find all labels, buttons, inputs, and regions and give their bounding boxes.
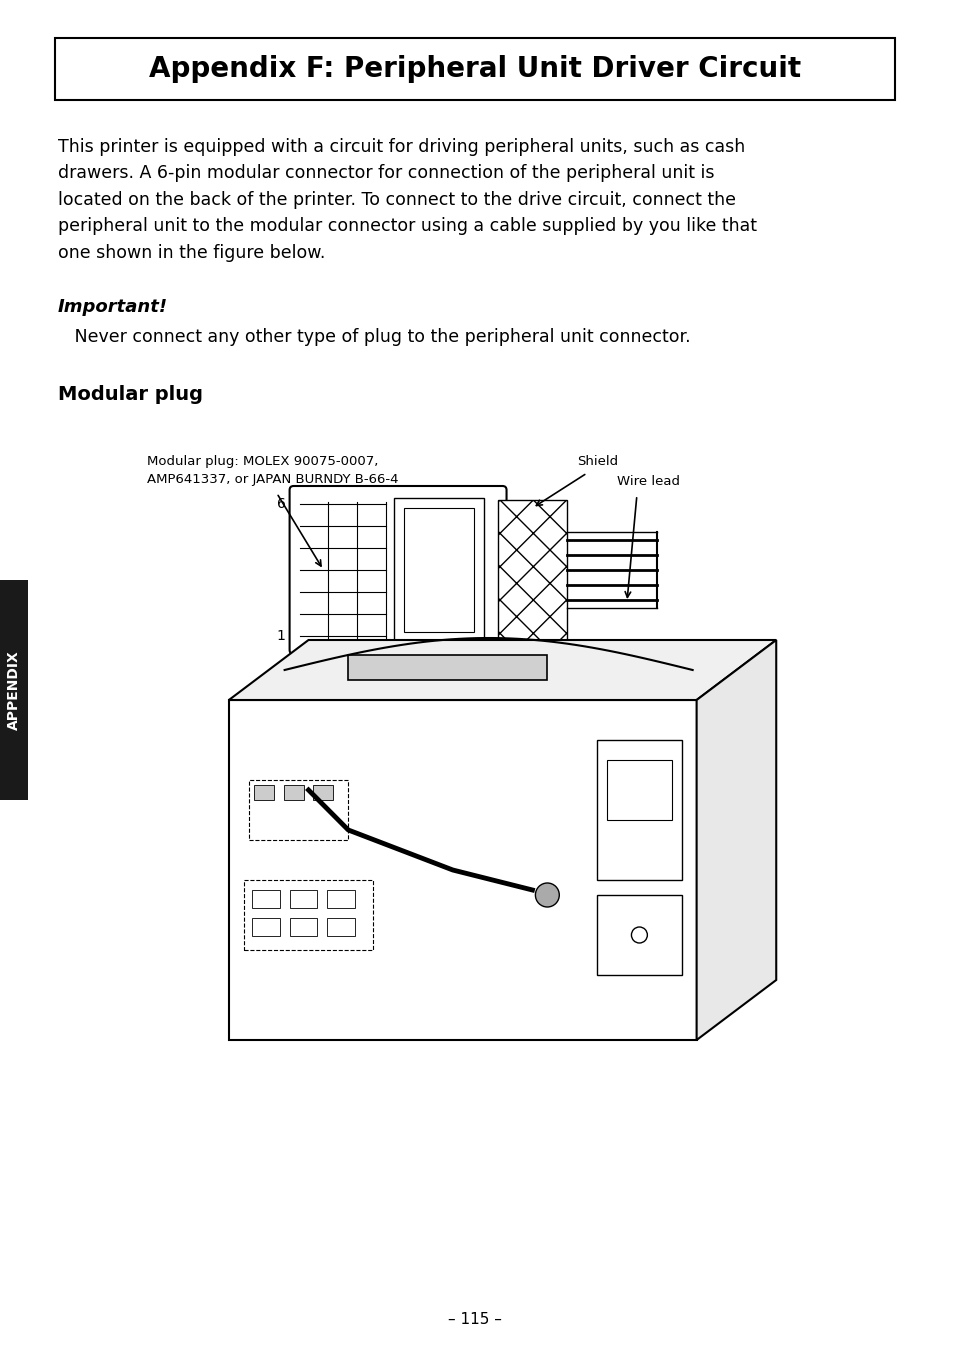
Bar: [597, 740, 681, 879]
Text: – 115 –: – 115 –: [447, 1313, 501, 1328]
Text: Shield: Shield: [577, 455, 618, 467]
Polygon shape: [696, 640, 776, 1041]
Bar: [252, 890, 279, 908]
Circle shape: [535, 883, 558, 906]
FancyBboxPatch shape: [290, 486, 506, 654]
Bar: [249, 780, 348, 840]
Text: Never connect any other type of plug to the peripheral unit connector.: Never connect any other type of plug to …: [58, 328, 690, 346]
Bar: [253, 785, 274, 799]
Text: 1: 1: [276, 629, 285, 644]
Bar: [606, 760, 671, 820]
Bar: [252, 917, 279, 936]
Bar: [597, 896, 681, 976]
Text: This printer is equipped with a circuit for driving peripheral units, such as ca: This printer is equipped with a circuit …: [58, 138, 756, 262]
Text: Appendix F: Peripheral Unit Driver Circuit: Appendix F: Peripheral Unit Driver Circu…: [149, 56, 800, 83]
Text: Modular plug: MOLEX 90075-0007,
AMP641337, or JAPAN BURNDY B-66-4: Modular plug: MOLEX 90075-0007, AMP64133…: [147, 455, 398, 486]
Bar: [0, 580, 28, 799]
Circle shape: [631, 927, 647, 943]
Bar: [290, 890, 317, 908]
Bar: [403, 508, 474, 631]
Bar: [394, 499, 483, 642]
Bar: [54, 38, 894, 100]
Bar: [283, 785, 303, 799]
Text: Modular plug: Modular plug: [58, 385, 202, 404]
Bar: [314, 785, 333, 799]
Bar: [327, 890, 355, 908]
Bar: [348, 654, 547, 680]
Polygon shape: [229, 640, 776, 701]
Text: 6: 6: [276, 497, 285, 511]
Text: Wire lead: Wire lead: [617, 476, 679, 488]
Bar: [497, 500, 567, 640]
Bar: [327, 917, 355, 936]
Polygon shape: [229, 701, 696, 1041]
Text: Important!: Important!: [58, 298, 168, 316]
Bar: [244, 879, 373, 950]
Bar: [290, 917, 317, 936]
Text: APPENDIX: APPENDIX: [7, 650, 21, 730]
